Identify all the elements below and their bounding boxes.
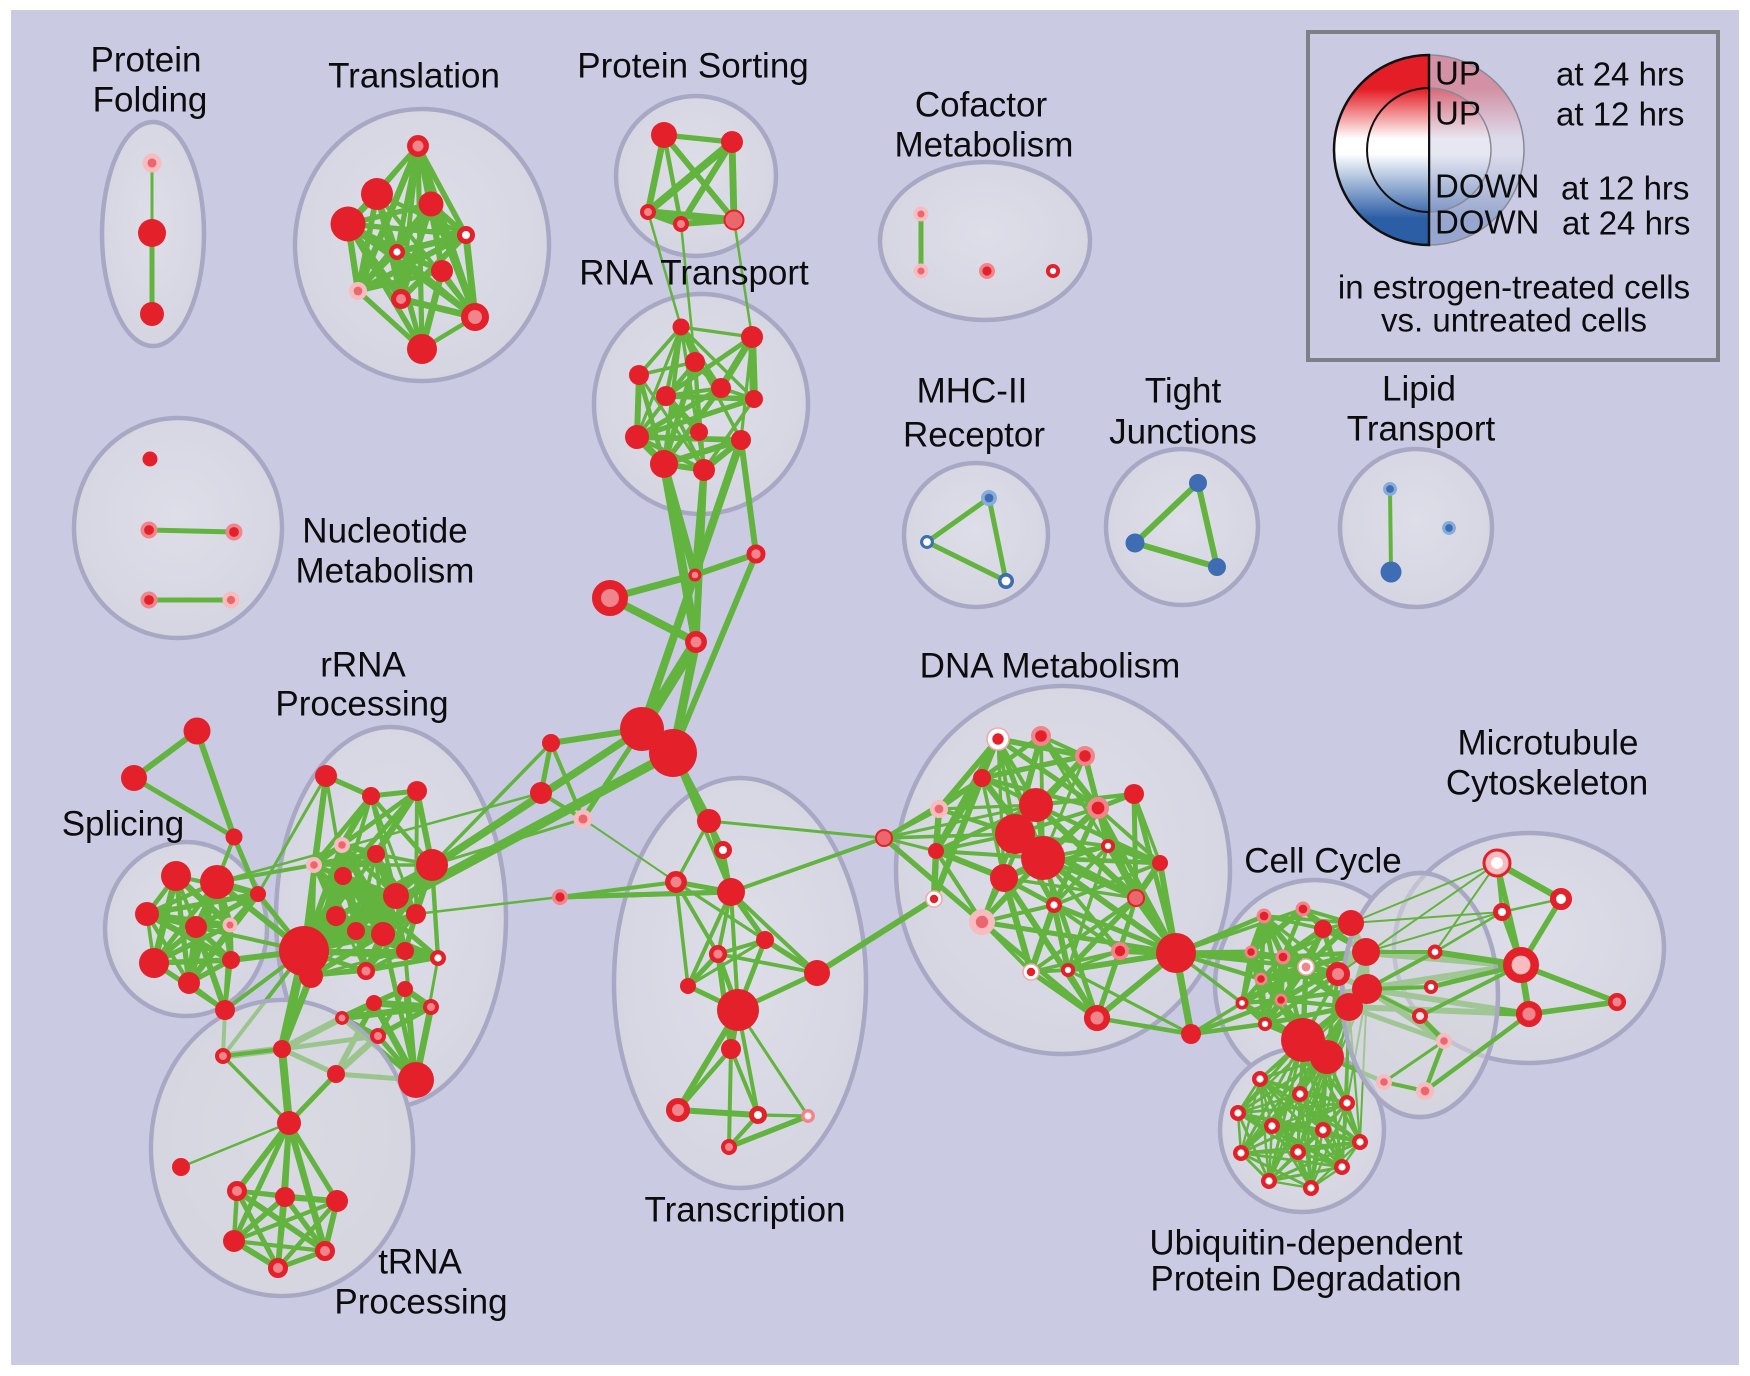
svg-text:at 24 hrs: at 24 hrs <box>1556 56 1684 93</box>
svg-text:at 24 hrs: at 24 hrs <box>1562 205 1690 242</box>
svg-text:Microtubule: Microtubule <box>1458 723 1639 762</box>
svg-text:Transport: Transport <box>1347 409 1496 448</box>
svg-text:Lipid: Lipid <box>1382 369 1456 408</box>
svg-text:Protein: Protein <box>91 40 202 79</box>
svg-text:DOWN: DOWN <box>1435 168 1539 205</box>
svg-text:Cell Cycle: Cell Cycle <box>1244 841 1402 880</box>
svg-text:DNA Metabolism: DNA Metabolism <box>920 646 1181 685</box>
svg-text:Nucleotide: Nucleotide <box>302 511 467 550</box>
svg-text:Tight: Tight <box>1145 371 1222 410</box>
svg-text:Receptor: Receptor <box>903 415 1045 454</box>
svg-text:RNA Transport: RNA Transport <box>579 253 809 292</box>
svg-text:UP: UP <box>1435 55 1481 92</box>
svg-text:Processing: Processing <box>275 684 448 723</box>
svg-text:Metabolism: Metabolism <box>895 125 1074 164</box>
svg-text:UP: UP <box>1435 95 1481 132</box>
svg-text:Protein Degradation: Protein Degradation <box>1150 1259 1461 1298</box>
svg-text:Translation: Translation <box>328 56 500 95</box>
svg-text:Cofactor: Cofactor <box>915 85 1048 124</box>
svg-text:in estrogen-treated cells: in estrogen-treated cells <box>1338 269 1690 306</box>
svg-text:vs. untreated cells: vs. untreated cells <box>1381 302 1647 339</box>
svg-text:Cytoskeleton: Cytoskeleton <box>1446 763 1648 802</box>
svg-text:Transcription: Transcription <box>645 1190 846 1229</box>
svg-text:rRNA: rRNA <box>320 645 406 684</box>
svg-text:Protein Sorting: Protein Sorting <box>577 46 809 85</box>
svg-text:Folding: Folding <box>93 80 208 119</box>
svg-text:Metabolism: Metabolism <box>296 551 475 590</box>
svg-text:Ubiquitin-dependent: Ubiquitin-dependent <box>1149 1223 1463 1262</box>
svg-text:Splicing: Splicing <box>62 804 185 843</box>
svg-text:at 12 hrs: at 12 hrs <box>1556 96 1684 133</box>
svg-text:at 12 hrs: at 12 hrs <box>1561 170 1689 207</box>
svg-text:DOWN: DOWN <box>1435 204 1539 241</box>
svg-text:Junctions: Junctions <box>1109 412 1257 451</box>
svg-text:tRNA: tRNA <box>378 1242 462 1281</box>
svg-text:MHC-II: MHC-II <box>917 371 1028 410</box>
svg-text:Processing: Processing <box>334 1282 507 1321</box>
